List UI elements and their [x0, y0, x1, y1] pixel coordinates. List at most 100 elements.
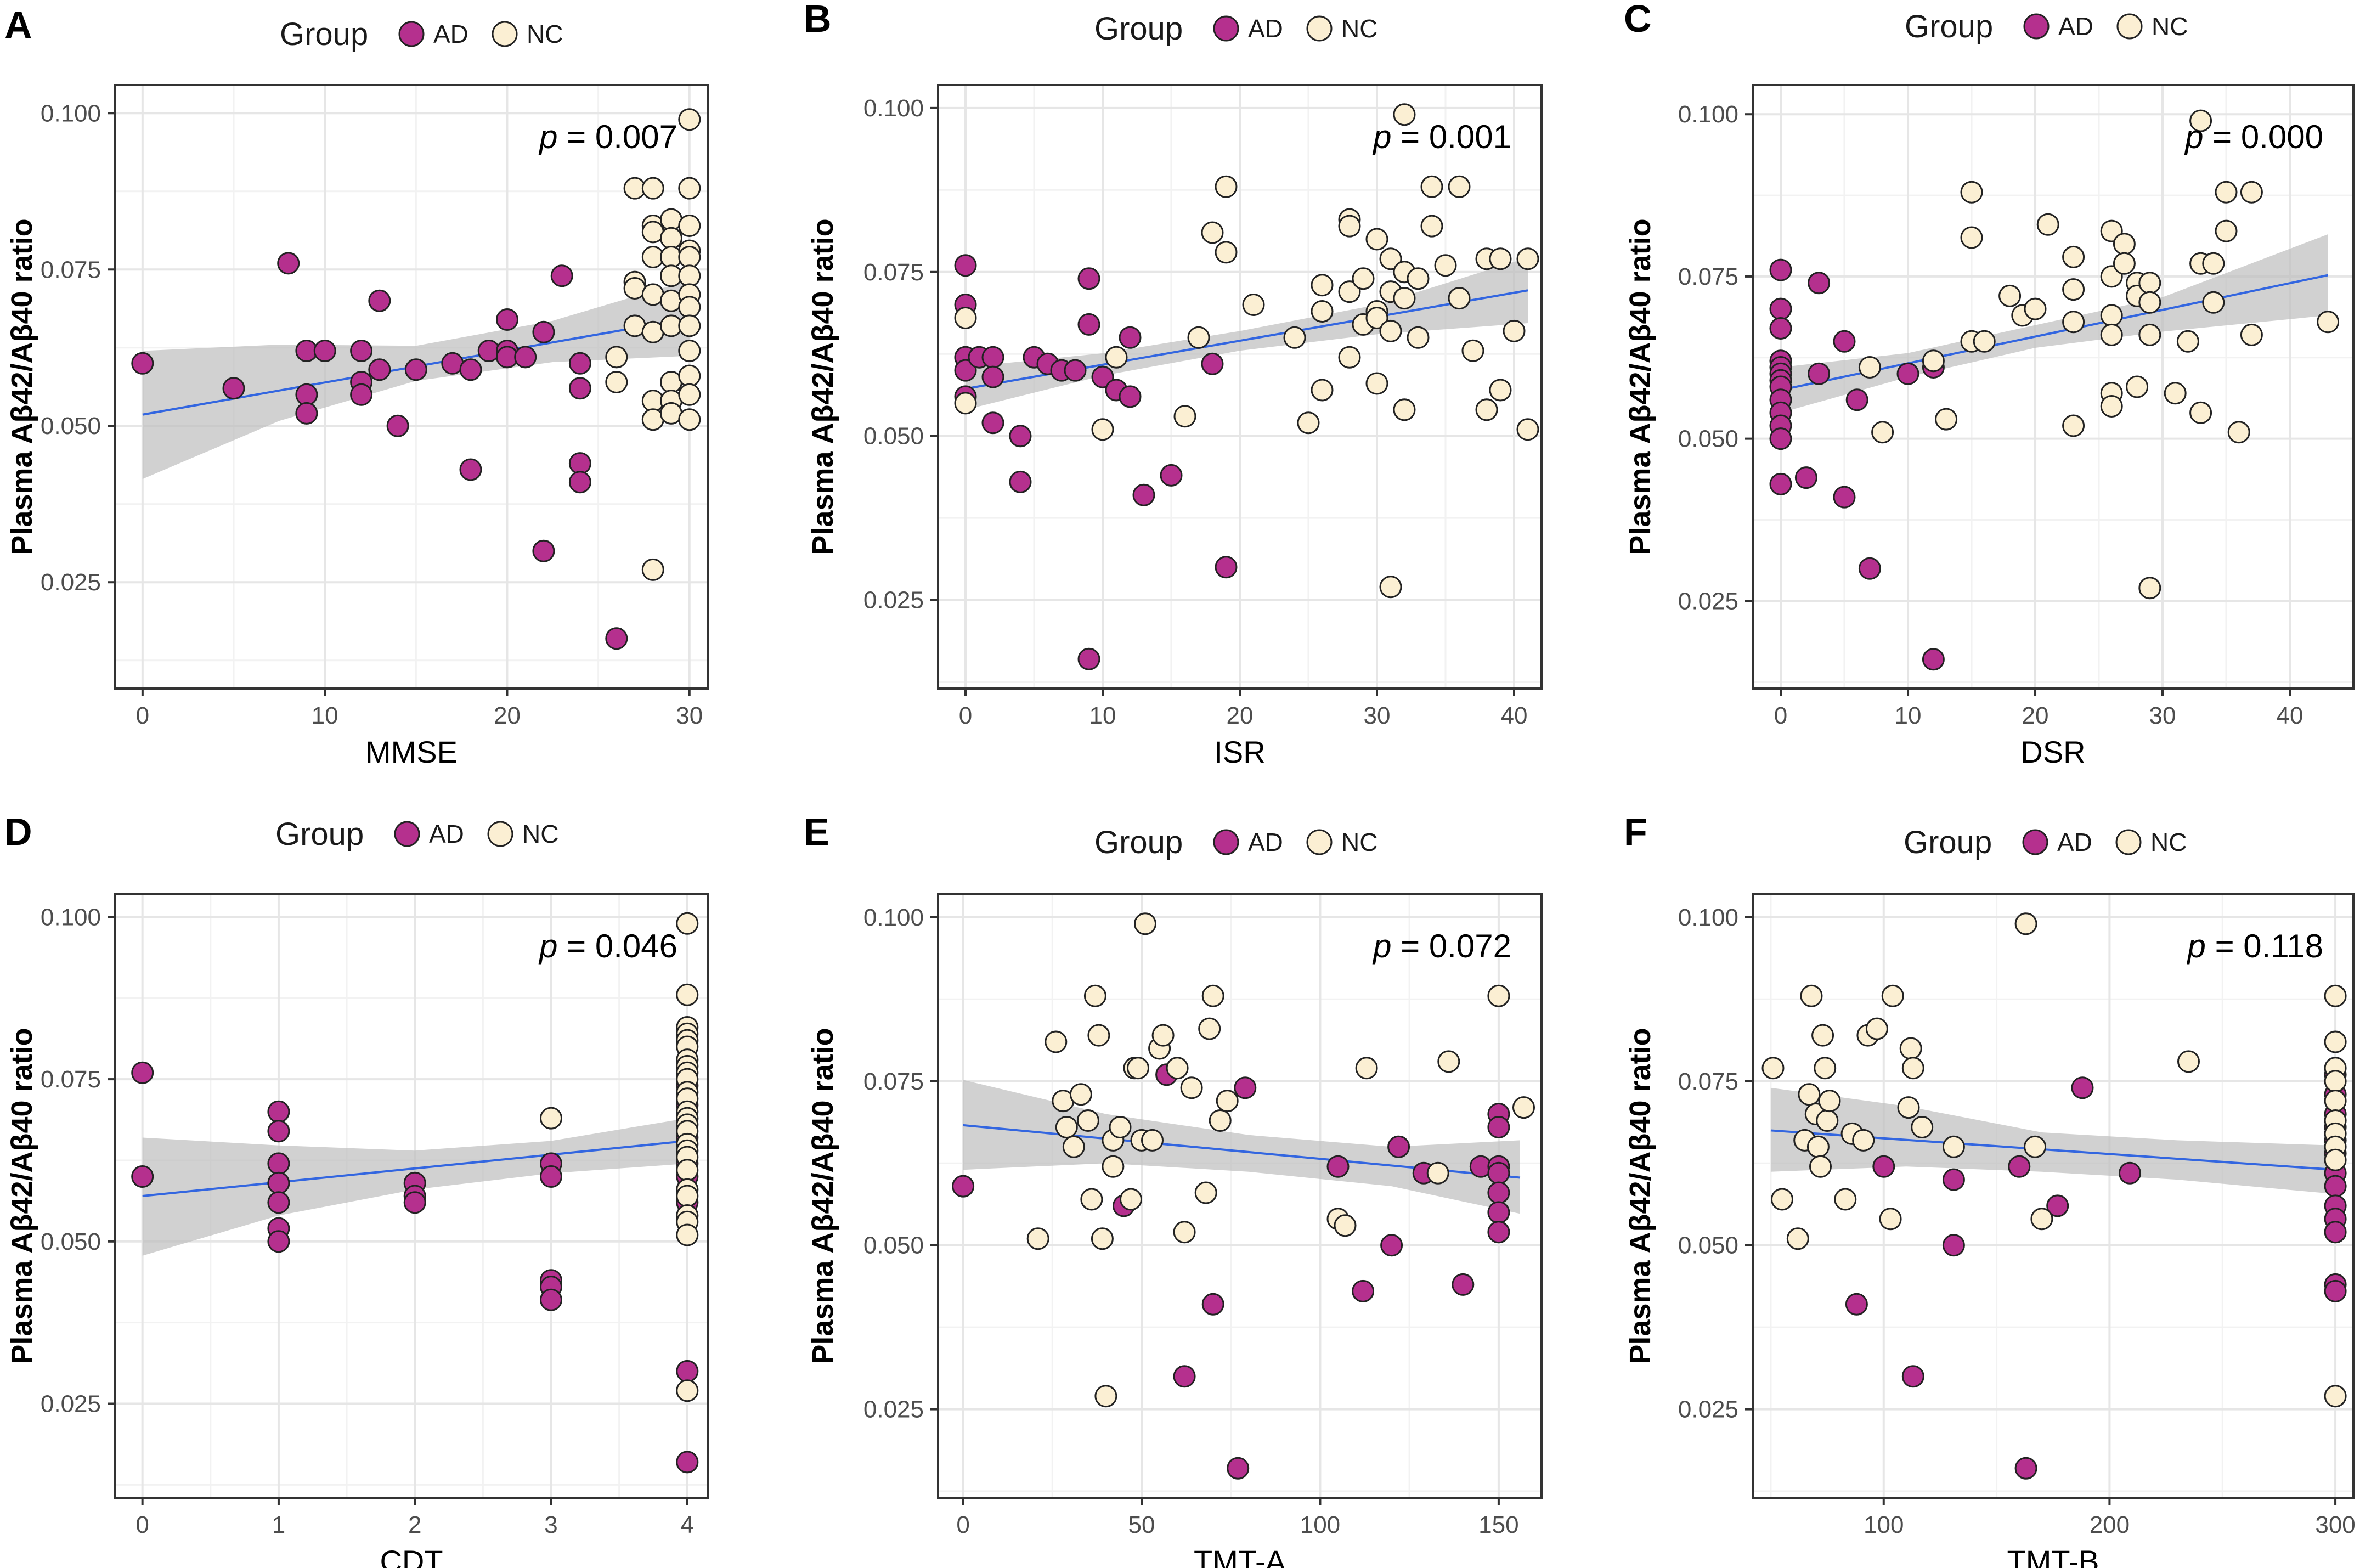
x-tick-label: 100	[1864, 1511, 1904, 1538]
p-value-symbol: p	[1372, 928, 1391, 965]
plot-border	[1752, 893, 2355, 1499]
data-point-nc	[1338, 280, 1361, 303]
data-point-nc	[1379, 247, 1402, 270]
data-point-ad	[403, 1191, 426, 1214]
data-point-ad	[267, 1171, 290, 1194]
data-point-nc	[1960, 226, 1983, 249]
x-tick-label: 30	[1364, 702, 1391, 729]
p-value-annotation: p = 0.072	[1372, 928, 1511, 965]
data-point-nc	[2062, 245, 2085, 268]
data-point-nc	[2062, 414, 2085, 437]
data-point-nc	[2176, 330, 2199, 353]
legend-key-ad	[2022, 829, 2048, 855]
data-point-ad	[568, 377, 591, 400]
x-tick-label: 0	[956, 1511, 969, 1538]
data-point-nc	[1311, 274, 1334, 297]
data-point-nc	[1091, 418, 1114, 441]
data-point-nc	[954, 392, 977, 415]
data-point-ad	[1769, 258, 1792, 281]
data-point-nc	[2324, 1385, 2347, 1408]
data-point-ad	[368, 358, 391, 381]
data-point-nc	[2030, 1208, 2053, 1231]
data-point-nc	[2024, 1135, 2047, 1158]
y-tick-label: 0.025	[41, 1390, 101, 1417]
panel-d: D Group AD NC 0.025 0.050 0.075 0.100 0 1 2 3 4 CDT Pl…	[4, 810, 709, 1568]
p-value-text: = 0.072	[1391, 928, 1511, 965]
data-point-ad	[954, 254, 977, 277]
data-point-nc	[2126, 375, 2149, 398]
data-point-ad	[350, 383, 373, 406]
panel-a: A Group AD NC 0.025 0.050 0.075 0.100 0 10 20 30 MMS…	[4, 4, 709, 769]
data-point-nc	[1094, 1385, 1117, 1408]
data-point-nc	[1922, 349, 1945, 373]
data-point-nc	[2113, 252, 2136, 275]
legend-label-ad: AD	[1248, 14, 1283, 43]
x-tick-label: 100	[1300, 1511, 1340, 1538]
y-tick-label: 0.025	[863, 587, 924, 614]
data-point-nc	[2324, 984, 2347, 1007]
data-point-ad	[1201, 352, 1224, 375]
legend-label-nc: NC	[1341, 828, 1377, 856]
data-point-ad	[1487, 1116, 1510, 1138]
data-point-nc	[1407, 326, 1430, 349]
data-point-nc	[2240, 323, 2263, 346]
p-value-symbol: p	[538, 119, 557, 155]
x-tick-label: 200	[2090, 1511, 2130, 1538]
data-point-ad	[981, 346, 1004, 369]
legend-key-ad	[1213, 15, 1239, 42]
y-tick-label: 0.100	[1678, 101, 1738, 128]
data-point-nc	[1393, 287, 1416, 310]
data-point-ad	[532, 539, 555, 562]
data-point-ad	[267, 1230, 290, 1253]
legend: Group AD NC	[1905, 9, 2188, 44]
data-point-nc	[2100, 304, 2123, 327]
series-ad	[131, 252, 628, 650]
data-point-ad	[267, 1191, 290, 1214]
p-value-symbol: p	[1372, 119, 1391, 155]
plot-border	[937, 893, 1543, 1499]
data-point-ad	[676, 1451, 699, 1474]
data-point-nc	[1393, 398, 1416, 421]
data-point-nc	[1069, 1083, 1092, 1106]
regression-line	[142, 1140, 687, 1197]
data-point-nc	[678, 383, 701, 406]
data-point-nc	[1489, 247, 1512, 270]
data-point-ad	[1858, 557, 1881, 580]
data-point-nc	[954, 307, 977, 329]
legend-title: Group	[1094, 11, 1183, 47]
x-tick-label: 40	[2277, 702, 2303, 729]
data-point-nc	[1407, 267, 1430, 290]
data-point-nc	[2138, 577, 2161, 600]
x-tick-label: 40	[1501, 702, 1528, 729]
series-nc	[605, 108, 701, 581]
data-point-ad	[1380, 1234, 1403, 1257]
data-point-nc	[2240, 181, 2263, 204]
p-value-annotation: p = 0.000	[2184, 119, 2323, 155]
data-point-nc	[1297, 411, 1320, 435]
data-point-nc	[2024, 297, 2047, 320]
p-value-text: = 0.007	[557, 119, 677, 155]
data-point-ad	[1064, 359, 1087, 382]
y-axis-title: Plasma Aβ42/Aβ40 ratio	[5, 218, 38, 555]
data-point-ad	[540, 1288, 562, 1311]
data-point-nc	[676, 1379, 699, 1402]
y-tick-label: 0.075	[863, 1068, 924, 1095]
data-point-nc	[1134, 912, 1156, 935]
data-point-ad	[1009, 470, 1032, 493]
data-point-ad	[131, 1165, 154, 1188]
data-point-nc	[1187, 326, 1210, 349]
data-point-nc	[1761, 1057, 1785, 1080]
data-point-ad	[1942, 1234, 1965, 1257]
data-point-ad	[2046, 1194, 2069, 1217]
y-tick-label: 0.025	[863, 1396, 924, 1423]
data-point-ad	[2324, 1279, 2347, 1302]
x-axis-title: ISR	[1214, 735, 1265, 769]
series-nc	[1761, 912, 2347, 1408]
y-tick-label: 0.100	[863, 95, 924, 122]
data-point-ad	[532, 320, 555, 343]
data-point-ad	[350, 340, 373, 362]
data-point-nc	[641, 177, 664, 200]
data-point-nc	[1865, 1017, 1888, 1040]
x-tick-label: 150	[1478, 1511, 1518, 1538]
legend-label-ad: AD	[429, 820, 464, 848]
